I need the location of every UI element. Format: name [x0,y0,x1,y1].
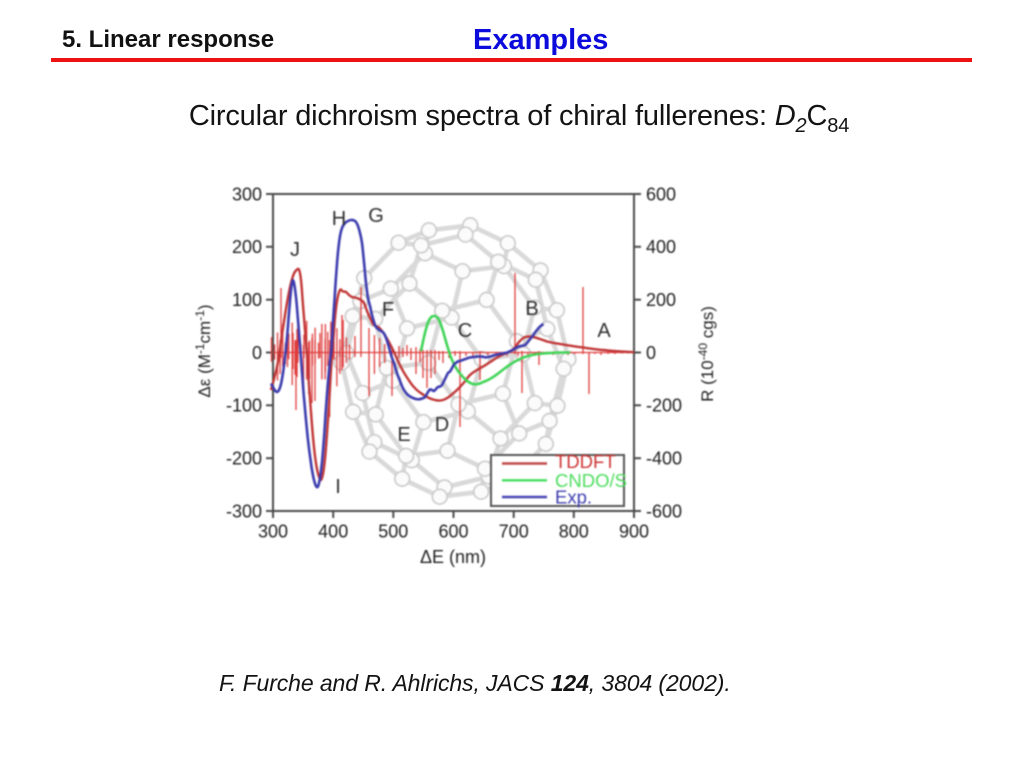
svg-text:700: 700 [499,522,529,542]
svg-text:100: 100 [232,290,262,310]
svg-text:TDDFT: TDDFT [555,451,616,472]
svg-text:I: I [335,476,341,498]
svg-text:0: 0 [646,343,656,363]
svg-text:H: H [332,208,346,230]
svg-text:E: E [397,424,410,446]
svg-text:ΔE (nm): ΔE (nm) [420,547,486,567]
svg-text:R (10-40 cgs): R (10-40 cgs) [696,306,717,402]
svg-text:-200: -200 [646,396,682,416]
svg-text:200: 200 [232,237,262,257]
svg-text:-400: -400 [646,449,682,469]
svg-text:Exp.: Exp. [555,487,592,508]
svg-text:J: J [290,239,300,261]
svg-text:-200: -200 [226,449,262,469]
svg-text:600: 600 [438,522,468,542]
svg-text:G: G [368,205,384,227]
svg-text:Δε (M-1cm-1): Δε (M-1cm-1) [193,304,214,397]
svg-text:D: D [435,414,449,436]
svg-text:300: 300 [258,522,288,542]
svg-text:C: C [458,320,472,342]
svg-text:200: 200 [646,290,676,310]
svg-text:400: 400 [646,237,676,257]
svg-text:B: B [525,298,538,320]
svg-text:300: 300 [232,184,262,204]
svg-text:CNDO/S: CNDO/S [555,470,627,491]
svg-text:F: F [382,299,394,321]
svg-text:500: 500 [378,522,408,542]
svg-text:-600: -600 [646,501,682,521]
svg-text:600: 600 [646,184,676,204]
svg-text:0: 0 [252,343,262,363]
svg-text:-100: -100 [226,396,262,416]
svg-text:900: 900 [619,522,649,542]
svg-text:A: A [597,320,611,342]
svg-text:400: 400 [318,522,348,542]
svg-text:800: 800 [559,522,589,542]
svg-text:-300: -300 [226,501,262,521]
